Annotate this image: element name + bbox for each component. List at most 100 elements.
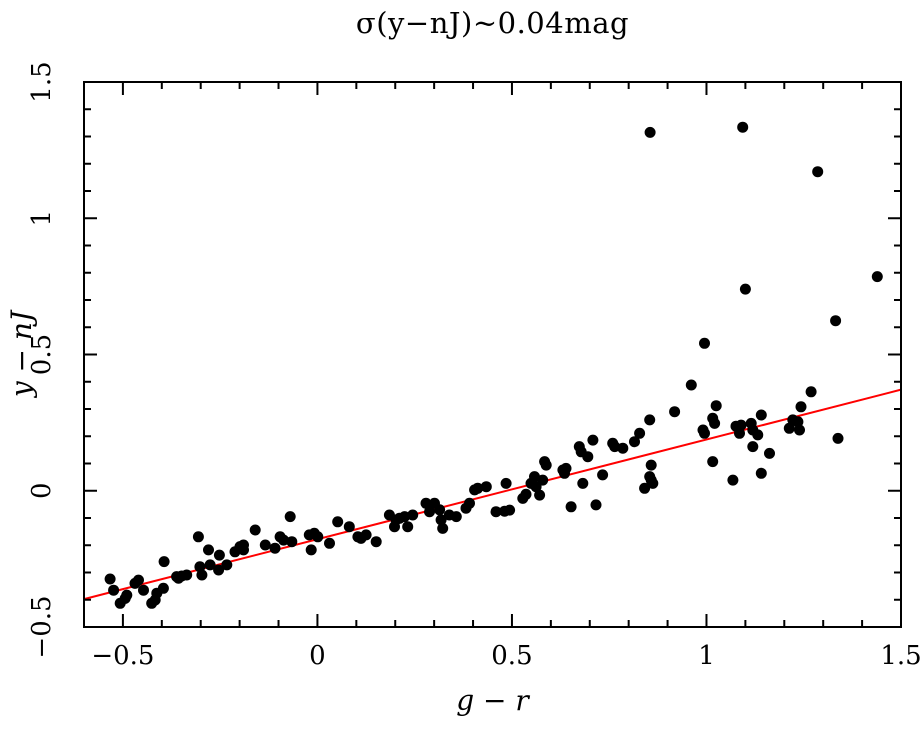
data-point bbox=[832, 432, 844, 444]
data-point bbox=[213, 564, 225, 576]
data-point bbox=[634, 427, 646, 439]
data-point bbox=[286, 536, 298, 548]
data-point bbox=[537, 474, 549, 486]
data-point bbox=[402, 521, 414, 533]
data-point bbox=[752, 429, 764, 441]
data-point bbox=[699, 427, 710, 439]
data-point bbox=[133, 574, 144, 586]
data-point bbox=[435, 514, 447, 526]
x-tick-label: 0 bbox=[309, 641, 326, 671]
data-point bbox=[794, 424, 805, 436]
data-point bbox=[755, 409, 767, 421]
data-point bbox=[332, 516, 344, 528]
data-point bbox=[213, 549, 225, 561]
data-point bbox=[582, 451, 594, 463]
data-point bbox=[437, 522, 449, 534]
data-point bbox=[647, 477, 659, 489]
data-point bbox=[434, 504, 446, 516]
data-point bbox=[560, 462, 572, 474]
data-point bbox=[710, 400, 722, 412]
data-point bbox=[644, 126, 656, 138]
data-point bbox=[424, 506, 435, 518]
data-point bbox=[565, 501, 577, 513]
data-point bbox=[597, 469, 609, 481]
data-point bbox=[104, 573, 116, 585]
data-point bbox=[540, 459, 552, 471]
data-point bbox=[196, 569, 208, 581]
data-point bbox=[590, 499, 602, 511]
data-point bbox=[645, 459, 657, 471]
y-axis-label: y − nJ bbox=[5, 310, 38, 398]
data-point bbox=[284, 511, 296, 523]
data-point bbox=[450, 511, 462, 523]
data-point bbox=[755, 467, 767, 479]
data-point bbox=[121, 589, 133, 601]
data-point bbox=[529, 471, 540, 483]
x-tick-label: −0.5 bbox=[91, 641, 154, 671]
data-point bbox=[203, 544, 214, 556]
data-point bbox=[629, 436, 640, 448]
data-point bbox=[157, 582, 169, 594]
fit-line bbox=[83, 388, 902, 601]
data-point bbox=[312, 531, 324, 543]
data-point bbox=[764, 447, 775, 459]
data-point bbox=[707, 456, 719, 468]
data-point bbox=[360, 529, 372, 541]
data-point bbox=[709, 417, 721, 429]
data-point bbox=[472, 482, 484, 494]
data-point bbox=[639, 482, 651, 494]
data-point bbox=[192, 531, 204, 543]
y-tick-label: 0 bbox=[27, 482, 57, 499]
data-point bbox=[617, 442, 629, 454]
data-point bbox=[783, 422, 795, 434]
data-point bbox=[577, 477, 589, 489]
data-point bbox=[644, 414, 656, 426]
data-point bbox=[871, 271, 883, 283]
data-point bbox=[158, 556, 170, 568]
data-point bbox=[269, 542, 281, 554]
data-point bbox=[792, 416, 804, 428]
data-point bbox=[805, 386, 817, 398]
data-point bbox=[534, 489, 546, 501]
data-point bbox=[747, 441, 759, 453]
data-point bbox=[735, 419, 747, 431]
x-tick-label: 0.5 bbox=[491, 641, 532, 671]
data-point bbox=[587, 434, 599, 446]
data-point bbox=[305, 544, 317, 556]
data-point bbox=[699, 337, 710, 349]
data-point bbox=[204, 559, 216, 571]
data-point bbox=[249, 524, 261, 536]
data-point bbox=[504, 504, 516, 516]
data-point bbox=[238, 539, 249, 551]
plot-title: σ(y−nJ)~0.04mag bbox=[355, 6, 630, 40]
data-point bbox=[181, 569, 193, 581]
data-point bbox=[420, 497, 432, 509]
data-point bbox=[259, 539, 271, 551]
data-point bbox=[194, 561, 206, 573]
x-axis-label: g − r bbox=[456, 684, 529, 717]
data-point bbox=[830, 315, 842, 327]
y-tick-label: −0.5 bbox=[27, 595, 57, 658]
data-point bbox=[407, 509, 419, 521]
data-point bbox=[669, 406, 681, 418]
data-point bbox=[737, 121, 749, 133]
data-point bbox=[480, 481, 492, 493]
data-point bbox=[278, 534, 290, 546]
data-point bbox=[739, 283, 751, 295]
data-point bbox=[795, 401, 807, 413]
data-point bbox=[221, 559, 233, 571]
data-point bbox=[520, 488, 532, 500]
data-point bbox=[464, 497, 475, 509]
data-point bbox=[490, 506, 502, 518]
data-point bbox=[727, 474, 739, 486]
data-point bbox=[370, 536, 382, 548]
y-tick-label: 1.5 bbox=[27, 61, 57, 102]
y-tick-label: 0.5 bbox=[27, 334, 57, 375]
data-point bbox=[138, 584, 149, 596]
data-point bbox=[734, 427, 745, 439]
x-tick-label: 1 bbox=[698, 641, 715, 671]
data-point bbox=[500, 477, 512, 489]
data-point bbox=[812, 166, 824, 178]
